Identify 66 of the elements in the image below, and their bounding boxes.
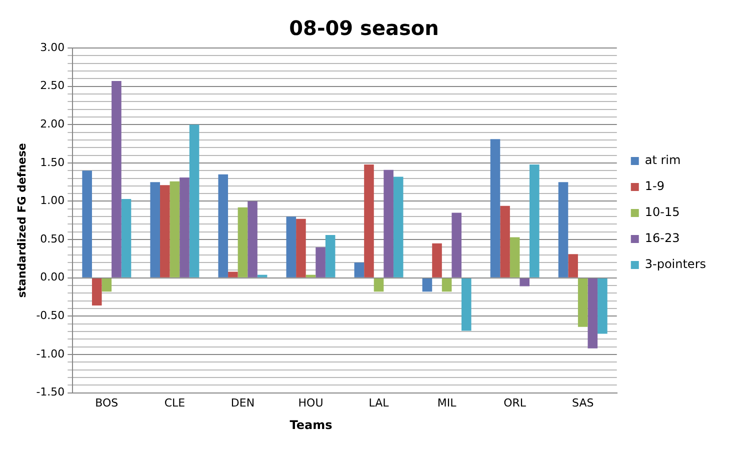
bar [238, 207, 248, 278]
bar [286, 216, 296, 278]
x-tick-label: ORL [504, 396, 527, 410]
bar [568, 254, 578, 278]
bar [452, 212, 462, 278]
x-tick-label: HOU [298, 396, 324, 410]
legend-label: 1-9 [644, 179, 664, 194]
y-tick-label: -1.50 [36, 386, 65, 399]
bar [442, 278, 452, 292]
bar [578, 278, 588, 327]
y-tick-label: 0.50 [40, 232, 65, 246]
bar [354, 262, 364, 278]
bar [189, 124, 200, 278]
bar [490, 139, 500, 278]
bar [325, 234, 336, 278]
bar [82, 170, 92, 278]
bar [112, 80, 122, 278]
y-tick-label: -0.50 [36, 309, 65, 322]
bar [558, 182, 568, 278]
y-tick-label: 2.50 [40, 79, 65, 92]
bar [364, 164, 374, 278]
bar [121, 198, 132, 278]
legend-label: 10-15 [644, 205, 680, 220]
bar [520, 278, 530, 286]
bar [170, 181, 180, 278]
bar [422, 278, 432, 292]
bar [588, 278, 598, 348]
bar [218, 174, 228, 278]
x-tick-label: SAS [572, 396, 594, 410]
chart-title: 08-09 season [289, 16, 439, 40]
bar [296, 218, 306, 278]
x-axis-title: Teams [288, 418, 334, 432]
y-tick-label: 1.50 [40, 156, 65, 169]
bar [102, 278, 112, 292]
bar [432, 243, 442, 278]
bar [228, 272, 238, 278]
legend-label: 16-23 [644, 231, 680, 246]
y-tick-label: 0.00 [40, 270, 65, 284]
y-axis-title: standardized FG defnese [15, 143, 28, 298]
legend-label: 3-pointers [644, 257, 706, 272]
bar [92, 278, 102, 306]
bar [510, 237, 520, 278]
bar [257, 274, 268, 278]
x-tick-label: MIL [437, 396, 458, 410]
bar [180, 177, 190, 278]
x-tick-label: LAL [368, 396, 390, 410]
y-tick-label: 3.00 [40, 40, 65, 54]
bar [500, 206, 510, 278]
bar [393, 176, 404, 278]
bar [160, 185, 170, 278]
bar [248, 201, 258, 278]
bar [150, 182, 160, 278]
y-tick-label: 1.00 [40, 194, 65, 208]
bar [461, 278, 472, 331]
bar [374, 278, 384, 292]
bar [384, 170, 394, 278]
bar [598, 278, 608, 334]
x-tick-label: CLE [164, 396, 186, 410]
y-tick-label: 2.00 [40, 117, 65, 130]
bar [530, 164, 540, 278]
y-tick-label: -1.00 [36, 347, 65, 360]
x-tick-label: DEN [230, 396, 255, 410]
bar [306, 274, 316, 278]
legend-label: at rim [644, 153, 681, 168]
x-tick-label: BOS [95, 396, 118, 410]
bar [316, 247, 326, 278]
